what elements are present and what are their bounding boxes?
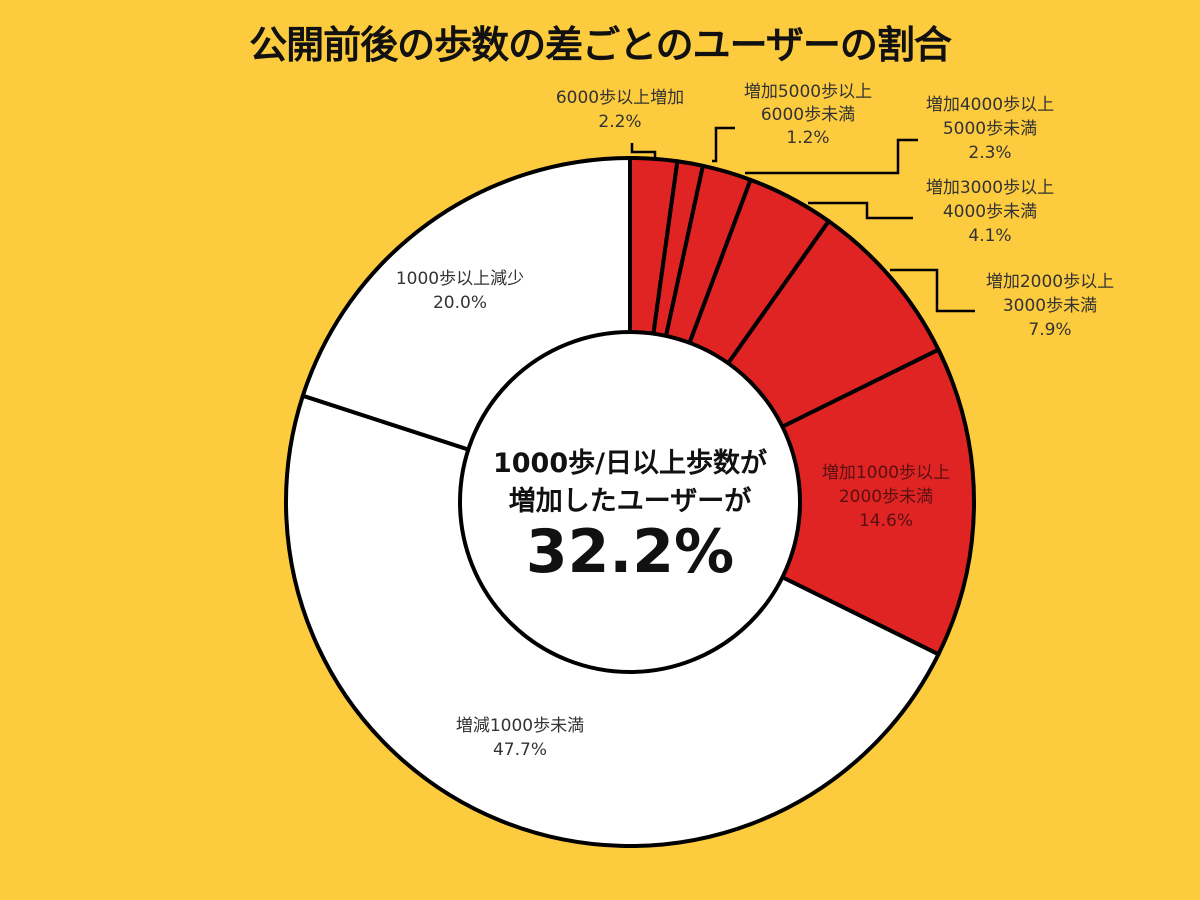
slice-value-label: 20.0% [433,293,487,313]
slice-label: 増減1000歩未満 [456,716,584,736]
slice-label: 増加1000歩以上 [822,463,950,483]
slice-label: 1000歩以上減少 [396,269,524,289]
center-value: 32.2% [526,517,734,587]
slice-label: 増加2000歩以上 [986,272,1114,292]
chart-title: 公開前後の歩数の差ごとのユーザーの割合 [249,23,952,67]
slice-value-label: 1.2% [786,128,829,148]
slice-label: 2000歩未満 [839,487,933,507]
slice-label: 6000歩以上増加 [556,88,684,108]
slice-label: 5000歩未満 [943,119,1037,139]
center-text: 1000歩/日以上歩数が [493,447,767,479]
slice-value-label: 2.2% [598,112,641,132]
slice-value-label: 4.1% [968,226,1011,246]
slice-value-label: 7.9% [1028,320,1071,340]
leader-line-3 [808,201,913,220]
leader-line-4 [890,268,975,313]
slice-label: 増加5000歩以上 [744,82,872,102]
slice-label: 4000歩未満 [943,202,1037,222]
leader-line-0 [630,143,657,160]
slice-label: 3000歩未満 [1003,296,1097,316]
slice-value-label: 47.7% [493,740,547,760]
slice-label: 増加4000歩以上 [926,95,1054,115]
slice-label: 増加3000歩以上 [926,178,1054,198]
leader-line-2 [745,138,918,175]
center-text: 増加したユーザーが [509,485,751,517]
donut-hole [458,330,802,674]
leader-line-1 [712,126,735,163]
slice-value-label: 2.3% [968,143,1011,163]
slice-label: 6000歩未満 [761,105,855,125]
slice-value-label: 14.6% [859,511,913,531]
